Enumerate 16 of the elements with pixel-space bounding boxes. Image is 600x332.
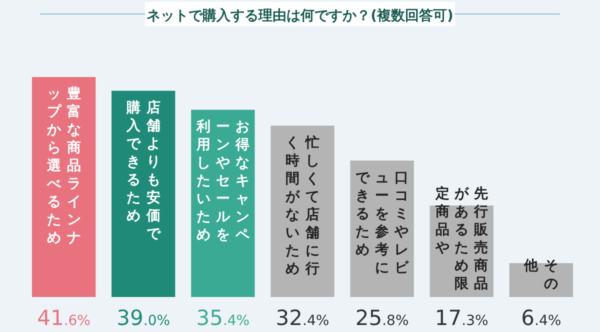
data-label: 6.4% <box>521 306 562 330</box>
data-label: 32.4% <box>276 306 330 330</box>
category-label: お得なキャンペーンやセールを利用したいため <box>196 118 250 243</box>
data-label: 35.4% <box>196 306 250 330</box>
data-label: 41.6% <box>37 306 91 330</box>
category-label: 店舗よりも安価で購入できるため <box>126 100 160 242</box>
x-tick-label: その他 <box>523 257 560 293</box>
data-label: 39.0% <box>116 306 170 330</box>
category-label: 豊富な商品ラインナップから選べるため <box>46 86 81 246</box>
category-label: 忙しくて店舗に行く時間がないため <box>286 134 320 277</box>
chart-title: ネットで購入する理由は何ですか？(複数回答可) <box>146 7 454 24</box>
category-label: 先行販売商品があるため限定商品や <box>435 186 488 292</box>
category-label: 口コミやレビューを参考にできるため <box>356 170 408 276</box>
bar <box>32 77 96 297</box>
data-label: 17.3% <box>434 306 488 330</box>
data-label: 25.8% <box>355 306 409 330</box>
